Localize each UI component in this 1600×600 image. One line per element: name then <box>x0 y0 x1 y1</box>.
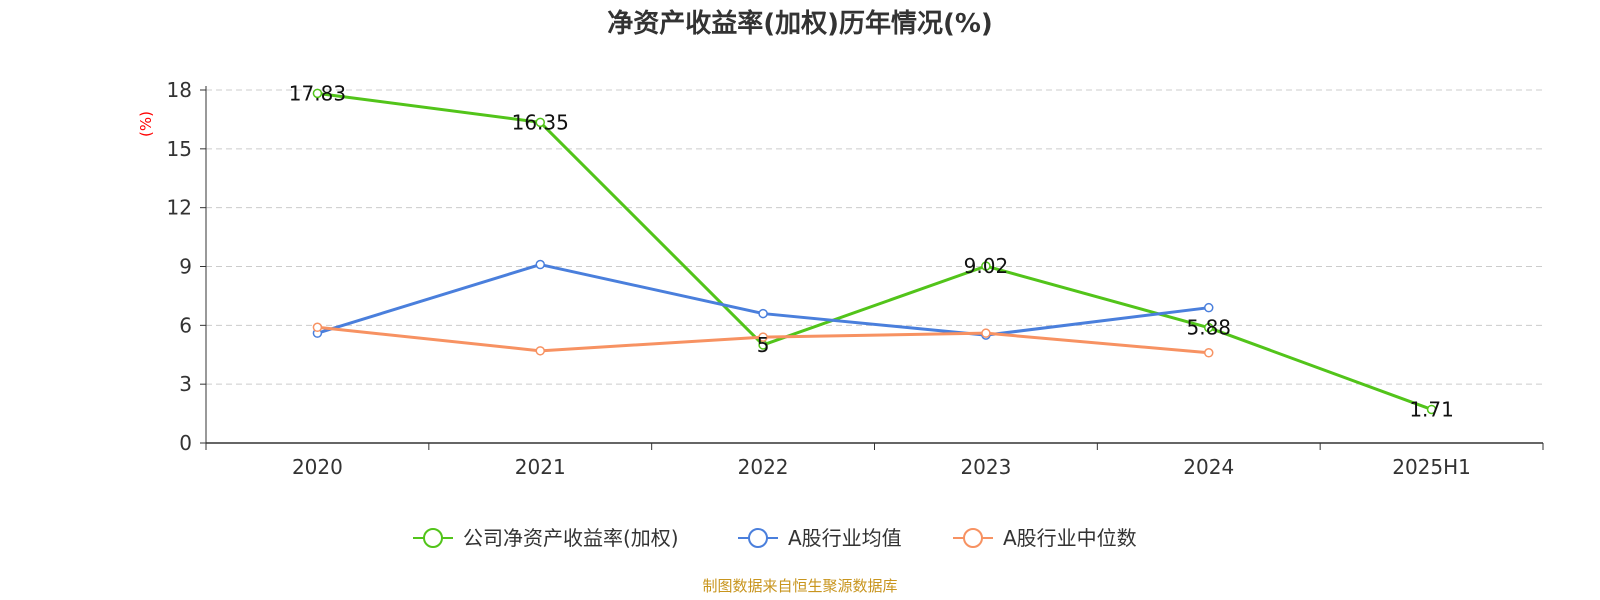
data-point[interactable] <box>981 328 991 338</box>
data-point[interactable] <box>758 332 768 342</box>
legend-marker-icon <box>748 528 768 548</box>
data-point[interactable] <box>312 88 323 99</box>
data-label: 17.83 <box>289 81 346 105</box>
legend: 公司净资产收益率(加权) A股行业均值 A股行业中位数 <box>413 526 1137 550</box>
grid-lines <box>206 89 1543 385</box>
y-axis-label: (%) <box>137 111 155 137</box>
data-point[interactable] <box>312 322 323 333</box>
data-point[interactable] <box>1204 348 1214 358</box>
x-tick-label: 2021 <box>515 455 566 479</box>
legend-item-industry-average[interactable]: A股行业均值 <box>738 526 902 550</box>
y-axis: 0 3 6 9 12 15 18 <box>167 78 207 455</box>
series-line-0 <box>317 91 1433 411</box>
data-source-note: 制图数据来自恒生聚源数据库 <box>702 577 897 595</box>
legend-item-industry-median[interactable]: A股行业中位数 <box>953 526 1137 550</box>
legend-label: 公司净资产收益率(加权) <box>463 526 679 550</box>
chart-title: 净资产收益率(加权)历年情况(%) <box>607 8 993 39</box>
data-label: 16.35 <box>512 110 569 134</box>
y-tick-label: 18 <box>167 78 192 102</box>
legend-item-company-roe[interactable]: 公司净资产收益率(加权) <box>413 526 679 550</box>
data-point[interactable] <box>535 259 545 270</box>
legend-label: A股行业中位数 <box>1003 526 1137 550</box>
data-label: 5 <box>757 333 770 357</box>
x-tick-label: 2020 <box>292 455 343 479</box>
y-tick-label: 9 <box>179 255 192 279</box>
data-point[interactable] <box>758 308 768 319</box>
legend-label: A股行业均值 <box>788 526 902 550</box>
legend-marker-icon <box>423 528 443 548</box>
series-layer <box>312 88 1437 415</box>
data-label: 1.71 <box>1409 397 1454 421</box>
x-tick-label: 2022 <box>738 455 789 479</box>
series-line-1 <box>316 263 1209 337</box>
y-tick-label: 12 <box>167 196 192 220</box>
x-tick-label: 2024 <box>1183 455 1234 479</box>
data-point[interactable] <box>981 261 991 271</box>
data-point[interactable] <box>1204 302 1214 313</box>
legend-marker-icon <box>963 528 983 548</box>
data-label: 9.02 <box>964 254 1009 278</box>
x-tick-label: 2023 <box>960 455 1011 479</box>
data-label: 5.88 <box>1186 316 1231 340</box>
data-point[interactable] <box>535 346 545 356</box>
data-point[interactable] <box>535 117 545 128</box>
x-axis: 2020 2021 2022 2023 2024 2025H1 <box>205 442 1544 479</box>
y-tick-label: 6 <box>179 313 192 337</box>
y-tick-label: 15 <box>167 137 192 161</box>
data-point[interactable] <box>1204 322 1214 333</box>
x-tick-label: 2025H1 <box>1392 455 1471 479</box>
data-labels: 17.83 16.35 5 9.02 5.88 1.71 <box>289 81 1454 421</box>
data-point[interactable] <box>1426 404 1437 415</box>
y-tick-label: 3 <box>179 372 192 396</box>
y-tick-label: 0 <box>179 431 192 455</box>
